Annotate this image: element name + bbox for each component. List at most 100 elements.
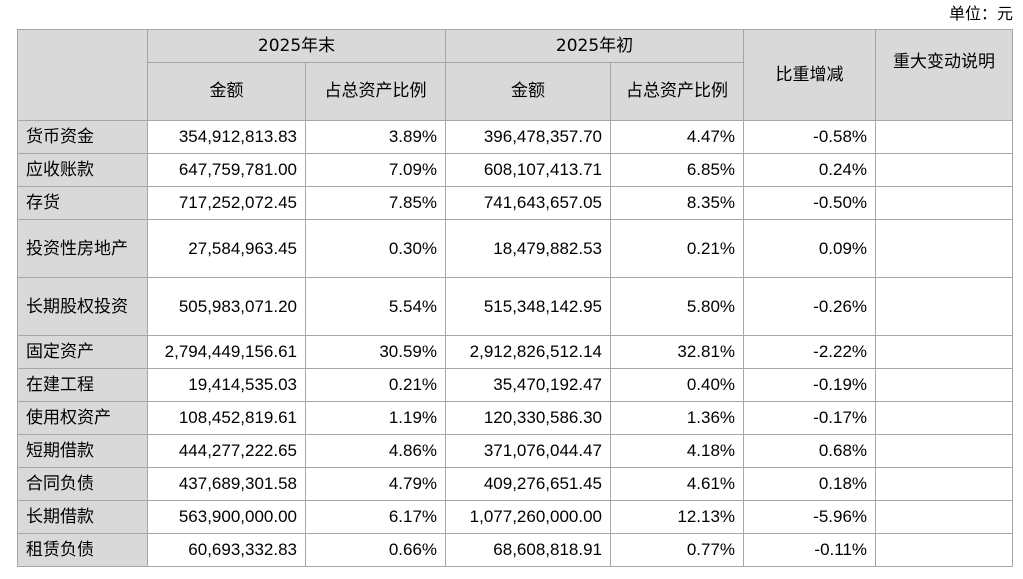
table-row: 在建工程 19,414,535.03 0.21% 35,470,192.47 0.40%… (17, 368, 1014, 402)
cell-begin-amount: 2,912,826,512.14 (445, 335, 612, 369)
table-row: 合同负债 437,689,301.58 4.79% 409,276,651.45 4.6… (17, 467, 1014, 501)
header-ratio-change: 比重增减 (743, 29, 877, 121)
table-row: 投资性房地产 27,584,963.45 0.30% 18,479,882.53 0.2… (17, 219, 1014, 278)
cell-end-amount: 563,900,000.00 (147, 500, 306, 534)
cell-begin-ratio: 4.61% (610, 467, 745, 501)
cell-end-ratio: 30.59% (304, 335, 447, 369)
header-item-blank (17, 29, 148, 121)
cell-end-amount: 108,452,819.61 (147, 401, 306, 435)
cell-begin-amount: 68,608,818.91 (445, 533, 612, 567)
cell-note (875, 335, 1014, 369)
asset-change-table: 2025年末 2025年初 比重增减 重大变动说明 金额 占总资产比例 金额 占… (17, 29, 1014, 567)
table-row: 固定资产 2,794,449,156.61 30.59% 2,912,826,512.… (17, 335, 1014, 369)
cell-begin-amount: 18,479,882.53 (445, 219, 612, 278)
header-major-change-note: 重大变动说明 (875, 29, 1014, 121)
cell-begin-amount: 515,348,142.95 (445, 277, 612, 336)
cell-end-amount: 354,912,813.83 (147, 120, 306, 154)
cell-item: 合同负债 (17, 467, 148, 501)
cell-note (875, 153, 1014, 187)
cell-end-ratio: 3.89% (304, 120, 447, 154)
cell-item: 货币资金 (17, 120, 148, 154)
header-row-group: 2025年末 2025年初 比重增减 重大变动说明 (17, 29, 1014, 121)
header-begin-amount: 金额 (445, 62, 612, 121)
cell-begin-ratio: 32.81% (610, 335, 745, 369)
cell-note (875, 434, 1014, 468)
cell-note (875, 368, 1014, 402)
table-row: 存货 717,252,072.45 7.85% 741,643,657.05 8.35%… (17, 186, 1014, 220)
cell-begin-amount: 120,330,586.30 (445, 401, 612, 435)
cell-item: 短期借款 (17, 434, 148, 468)
cell-item: 使用权资产 (17, 401, 148, 435)
cell-end-ratio: 0.66% (304, 533, 447, 567)
header-year-end: 2025年末 (146, 29, 447, 63)
cell-begin-amount: 1,077,260,000.00 (445, 500, 612, 534)
cell-end-ratio: 7.85% (304, 186, 447, 220)
cell-ratio-change: -0.58% (743, 120, 877, 154)
cell-end-ratio: 5.54% (304, 277, 447, 336)
cell-ratio-change: -5.96% (743, 500, 877, 534)
cell-note (875, 401, 1014, 435)
cell-ratio-change: 0.68% (743, 434, 877, 468)
cell-begin-ratio: 12.13% (610, 500, 745, 534)
table-row: 长期借款 563,900,000.00 6.17% 1,077,260,000.00 1… (17, 500, 1014, 534)
cell-ratio-change: 0.18% (743, 467, 877, 501)
cell-end-amount: 505,983,071.20 (147, 277, 306, 336)
cell-begin-ratio: 4.18% (610, 434, 745, 468)
cell-begin-amount: 608,107,413.71 (445, 153, 612, 187)
cell-begin-ratio: 4.47% (610, 120, 745, 154)
table-row: 应收账款 647,759,781.00 7.09% 608,107,413.71 6.8… (17, 153, 1014, 187)
cell-ratio-change: -0.26% (743, 277, 877, 336)
unit-label: 单位：元 (948, 4, 1013, 23)
header-row-columns: 金额 占总资产比例 金额 占总资产比例 (18, 62, 1013, 121)
cell-end-ratio: 6.17% (304, 500, 447, 534)
cell-item: 固定资产 (17, 335, 148, 369)
cell-begin-amount: 35,470,192.47 (445, 368, 612, 402)
cell-begin-amount: 741,643,657.05 (445, 186, 612, 220)
cell-ratio-change: -2.22% (743, 335, 877, 369)
cell-ratio-change: -0.11% (743, 533, 877, 567)
table-row: 货币资金 354,912,813.83 3.89% 396,478,357.70 4.4… (17, 120, 1014, 154)
header-begin-ratio: 占总资产比例 (610, 62, 745, 121)
cell-note (875, 219, 1014, 278)
cell-end-ratio: 1.19% (304, 401, 447, 435)
cell-item: 应收账款 (17, 153, 148, 187)
cell-end-ratio: 7.09% (304, 153, 447, 187)
cell-begin-ratio: 1.36% (610, 401, 745, 435)
table-row: 短期借款 444,277,222.65 4.86% 371,076,044.47 4.1… (17, 434, 1014, 468)
cell-end-amount: 444,277,222.65 (147, 434, 306, 468)
cell-note (875, 533, 1014, 567)
cell-ratio-change: -0.17% (743, 401, 877, 435)
cell-end-ratio: 4.79% (304, 467, 447, 501)
cell-begin-ratio: 0.77% (610, 533, 745, 567)
cell-begin-ratio: 8.35% (610, 186, 745, 220)
cell-ratio-change: -0.50% (743, 186, 877, 220)
cell-begin-ratio: 6.85% (610, 153, 745, 187)
cell-begin-amount: 371,076,044.47 (445, 434, 612, 468)
cell-begin-amount: 396,478,357.70 (445, 120, 612, 154)
cell-note (875, 186, 1014, 220)
cell-note (875, 500, 1014, 534)
cell-note (875, 467, 1014, 501)
cell-begin-ratio: 0.40% (610, 368, 745, 402)
cell-note (875, 277, 1014, 336)
cell-item: 存货 (17, 186, 148, 220)
table-row: 租赁负债 60,693,332.83 0.66% 68,608,818.91 0.77%… (17, 533, 1014, 567)
cell-ratio-change: 0.24% (743, 153, 877, 187)
header-end-amount: 金额 (147, 62, 306, 121)
cell-begin-ratio: 5.80% (610, 277, 745, 336)
cell-end-ratio: 4.86% (304, 434, 447, 468)
cell-end-amount: 437,689,301.58 (147, 467, 306, 501)
cell-item: 在建工程 (17, 368, 148, 402)
cell-ratio-change: -0.19% (743, 368, 877, 402)
cell-end-amount: 647,759,781.00 (147, 153, 306, 187)
cell-end-amount: 60,693,332.83 (147, 533, 306, 567)
cell-end-amount: 27,584,963.45 (147, 219, 306, 278)
cell-ratio-change: 0.09% (743, 219, 877, 278)
cell-note (875, 120, 1014, 154)
header-end-ratio: 占总资产比例 (304, 62, 447, 121)
cell-item: 投资性房地产 (17, 219, 148, 278)
table-row: 使用权资产 108,452,819.61 1.19% 120,330,586.30 1.… (17, 401, 1014, 435)
cell-item: 长期股权投资 (17, 277, 148, 336)
cell-end-ratio: 0.21% (304, 368, 447, 402)
cell-item: 租赁负债 (17, 533, 148, 567)
